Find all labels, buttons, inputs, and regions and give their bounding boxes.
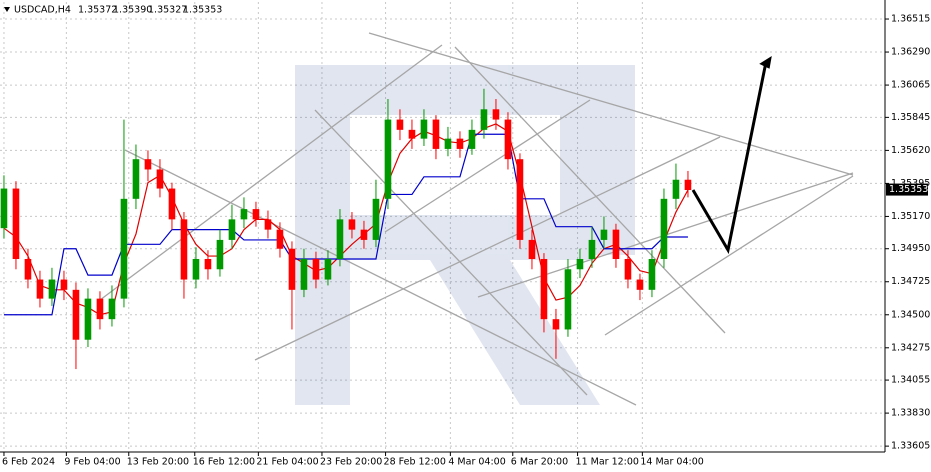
y-tick-label: 1.34055 <box>891 375 930 386</box>
candle-body <box>396 119 404 130</box>
candle-body <box>636 279 644 290</box>
y-tick-label: 1.34500 <box>891 309 930 320</box>
price-tag-label: 1.35353 <box>889 184 928 195</box>
plot <box>0 88 692 370</box>
y-tick-label: 1.35620 <box>891 145 930 156</box>
candle-body <box>228 219 236 240</box>
candle-body <box>456 138 464 149</box>
x-tick-label: 13 Feb 20:00 <box>127 457 189 468</box>
candle-body <box>48 279 56 299</box>
candle-body <box>240 209 248 220</box>
candle-body <box>180 219 188 280</box>
candle-body <box>432 119 440 149</box>
y-tick-label: 1.33830 <box>891 408 930 419</box>
menu-triangle <box>4 7 10 12</box>
candle-body <box>528 239 536 259</box>
candle-body <box>24 258 32 280</box>
candle-body <box>108 298 116 320</box>
candle-body <box>552 319 560 330</box>
candle-body <box>60 279 68 290</box>
candle-body <box>672 179 680 199</box>
quote-open: 1.35372 <box>78 5 117 16</box>
forecast-arrows <box>691 55 772 255</box>
candle-body <box>360 229 368 240</box>
candle-body <box>132 159 140 199</box>
x-tick-label: 28 Feb 12:00 <box>384 457 446 468</box>
candle-body <box>168 188 176 220</box>
candle-body <box>588 239 596 259</box>
candle-body <box>408 129 416 139</box>
candle-body <box>648 258 656 290</box>
candle-body <box>324 258 332 280</box>
candle-body <box>252 209 260 220</box>
x-tick-label: 6 Feb 2024 <box>2 457 55 468</box>
candle-body <box>420 119 428 139</box>
candle-body <box>0 188 8 229</box>
candle-body <box>300 258 308 290</box>
x-tick-label: 23 Feb 20:00 <box>320 457 382 468</box>
candle-body <box>144 159 152 170</box>
candle-body <box>492 109 500 120</box>
candle-body <box>72 289 80 340</box>
quote-close: 1.35353 <box>183 5 222 16</box>
candle-body <box>660 198 668 259</box>
candle-body <box>288 248 296 290</box>
candle-body <box>348 219 356 230</box>
y-tick-label: 1.36065 <box>891 80 930 91</box>
candle-body <box>624 258 632 280</box>
quote-high: 1.35390 <box>113 5 152 16</box>
x-tick-label: 4 Mar 04:00 <box>448 457 505 468</box>
candle-body <box>612 229 620 259</box>
candle-body <box>564 269 572 330</box>
candle-body <box>120 198 128 299</box>
candle-body <box>96 298 104 320</box>
y-tick-label: 1.34275 <box>891 342 930 353</box>
candle-body <box>576 258 584 270</box>
indicator-line <box>3 123 689 316</box>
candle-body <box>372 198 380 240</box>
indicator-line <box>3 133 688 316</box>
candle-body <box>192 258 200 280</box>
x-tick-label: 21 Feb 04:00 <box>256 457 318 468</box>
candle-body <box>504 119 512 160</box>
y-tick-label: 1.34725 <box>891 276 930 287</box>
y-tick-label: 1.33605 <box>891 441 930 452</box>
candle-body <box>600 229 608 240</box>
candle-body <box>468 129 476 149</box>
candle-body <box>516 159 524 240</box>
x-tick-label: 14 Mar 04:00 <box>640 457 703 468</box>
y-tick-label: 1.34950 <box>891 243 930 254</box>
candle-body <box>216 239 224 270</box>
y-tick-label: 1.36515 <box>891 14 930 25</box>
candle-body <box>540 258 548 320</box>
price-tag <box>886 183 928 196</box>
candle-body <box>264 219 272 230</box>
candle-body <box>36 279 44 299</box>
symbol: USDCAD,H4 <box>14 5 71 16</box>
candle-body <box>156 169 164 189</box>
y-tick-label: 1.36290 <box>891 47 930 58</box>
candle-body <box>480 109 488 130</box>
candle-body <box>204 258 212 270</box>
x-tick-label: 6 Mar 20:00 <box>511 457 568 468</box>
candle-body <box>384 119 392 199</box>
candle-body <box>276 229 284 249</box>
candle-body <box>84 298 92 340</box>
x-tick-label: 16 Feb 12:00 <box>193 457 255 468</box>
axes: 1.36515 1.36290 1.36065 1.35845 1.35620 1.353… <box>2 14 930 468</box>
candle-body <box>12 188 20 259</box>
y-tick-label: 1.35845 <box>891 112 930 123</box>
x-tick-label: 11 Mar 12:00 <box>576 457 639 468</box>
y-tick-label: 1.35170 <box>891 211 930 222</box>
candle-body <box>684 179 692 191</box>
quote-low: 1.35327 <box>148 5 187 16</box>
candle-body <box>312 258 320 280</box>
x-tick-label: 9 Feb 04:00 <box>64 457 120 468</box>
candle-body <box>444 138 452 149</box>
y-tick-label: 1.35395 <box>891 178 930 189</box>
candle-body <box>336 219 344 259</box>
